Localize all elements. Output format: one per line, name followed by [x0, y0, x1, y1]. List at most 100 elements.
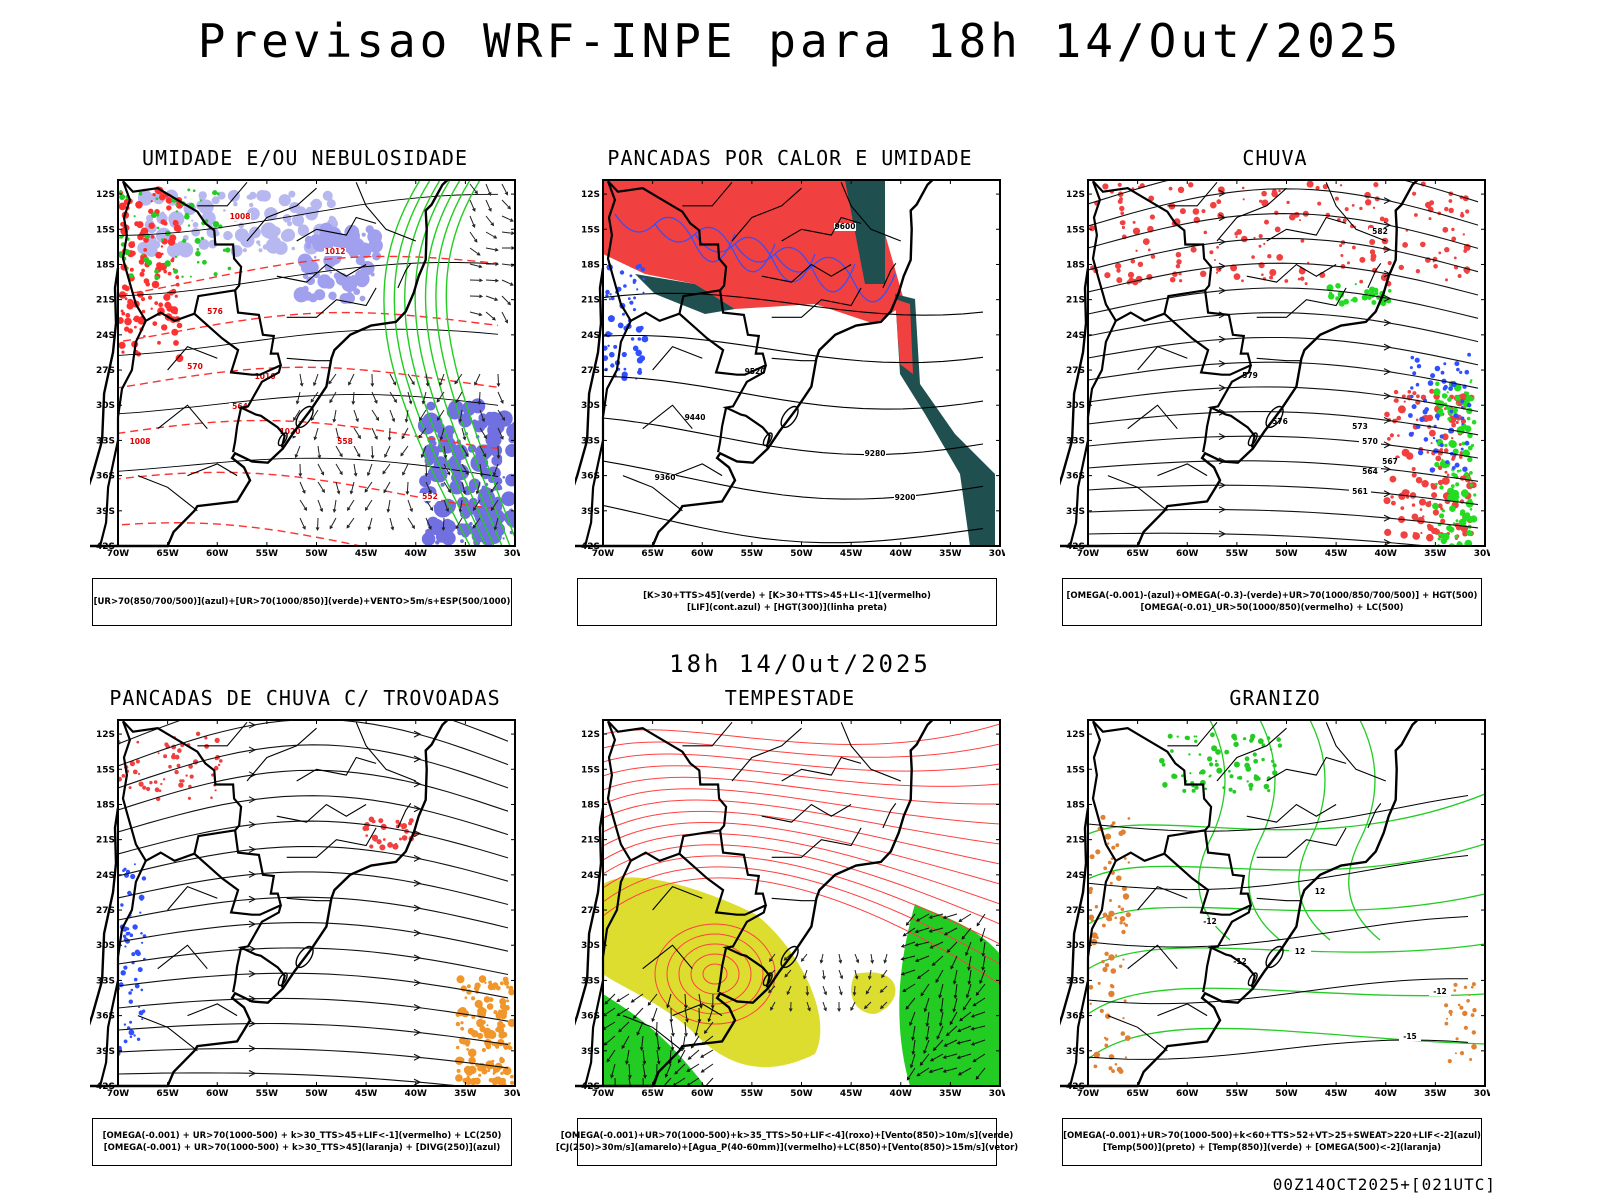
- lat-label: 30S: [96, 401, 115, 411]
- wind-arrow: [313, 373, 319, 387]
- shade-cell: [188, 764, 193, 769]
- wind-arrow: [938, 983, 944, 999]
- shade-cell: [1193, 735, 1196, 738]
- shade-cell: [1441, 433, 1449, 441]
- shade-cell: [1208, 775, 1211, 778]
- forecast-time-label: 18h 14/Out/2025: [669, 650, 931, 678]
- shade-cell: [1142, 238, 1150, 245]
- contour-label: 9200: [895, 493, 916, 502]
- shade-cell: [1459, 469, 1462, 472]
- shade-cell: [1432, 509, 1439, 516]
- wind-arrow: [443, 481, 451, 494]
- shade-cell: [1455, 420, 1459, 424]
- shade-cell: [639, 355, 646, 362]
- lat-label: 42S: [96, 1082, 115, 1092]
- map-granizo: -12 -15 -12 -12 12 12 12S 15S 18S 21S 24S 27S 30S 33S…: [1060, 714, 1490, 1096]
- shade-cell: [461, 529, 470, 538]
- shade-cell: [1109, 881, 1113, 885]
- shade-cell: [1359, 206, 1363, 211]
- shade-cell: [1426, 533, 1434, 542]
- wind-arrow: [768, 953, 776, 963]
- shade-cell: [370, 272, 375, 277]
- label-bg: [254, 373, 276, 381]
- wind-arrow: [647, 993, 658, 1006]
- wind-arrow: [632, 1007, 644, 1020]
- state-border: [1246, 263, 1337, 283]
- label-bg: [229, 213, 251, 221]
- shade-cell: [1335, 283, 1341, 289]
- shade-cell: [194, 237, 201, 244]
- shade-cell: [1259, 199, 1263, 203]
- shade-cell: [1253, 236, 1256, 239]
- instability-teal-area: [845, 180, 885, 284]
- lat-label: 39S: [1066, 1047, 1085, 1057]
- wind-arrow: [621, 1035, 630, 1050]
- shade-cell: [195, 250, 201, 257]
- wind-arrow: [925, 1025, 930, 1041]
- flow-arrow: [248, 746, 257, 754]
- contour-line: [118, 262, 499, 297]
- shade-cell: [217, 763, 221, 767]
- shade-cell: [200, 236, 205, 241]
- state-border: [397, 802, 412, 829]
- shade-cell: [1469, 1058, 1473, 1061]
- wind-arrow: [384, 445, 391, 458]
- shade-cell: [187, 796, 191, 800]
- lon-label: 30W: [504, 1089, 520, 1096]
- shade-cell: [1441, 509, 1445, 513]
- lat-label: 18S: [581, 800, 600, 810]
- wind-arrow: [687, 1049, 700, 1060]
- wind-arrow: [299, 499, 308, 511]
- contour-line: [702, 963, 728, 985]
- contour-line: [118, 328, 499, 356]
- shade-cell: [291, 214, 305, 227]
- shade-cell: [1444, 1003, 1449, 1008]
- state-border: [1256, 357, 1302, 362]
- state-border: [1367, 262, 1382, 289]
- wind-arrow: [961, 927, 972, 940]
- shade-cell: [1428, 500, 1432, 503]
- shade-cell: [1470, 532, 1473, 536]
- wind-arrow: [421, 391, 427, 405]
- shade-cell: [483, 1066, 487, 1070]
- shade-cell: [1412, 191, 1417, 196]
- shade-cell: [382, 838, 386, 841]
- shade-cell: [1097, 981, 1101, 985]
- shade-cell: [353, 288, 361, 295]
- contour-label: 561: [1352, 487, 1368, 496]
- lagoa-dos-patos: [295, 945, 314, 969]
- shade-cell: [1228, 787, 1233, 792]
- wind-arrow: [438, 373, 445, 387]
- lagoa-dos-patos: [1265, 945, 1284, 969]
- map-trovoadas: 12S 15S 18S 21S 24S 27S 30S 33S 36S 39S 42S 70W 65W 6…: [90, 714, 520, 1096]
- shade-cell: [129, 267, 134, 272]
- shade-cell: [168, 764, 172, 769]
- shade-cell: [1393, 389, 1399, 395]
- shade-cell: [1402, 242, 1408, 248]
- wind-arrow: [501, 215, 514, 222]
- shade-cell: [1122, 958, 1125, 961]
- flow-arrow: [1218, 360, 1227, 368]
- shade-cell: [128, 999, 133, 1004]
- contour-line: [603, 866, 1000, 965]
- shade-cell: [1124, 1035, 1131, 1041]
- shade-cell: [314, 289, 326, 301]
- shade-cell: [441, 531, 456, 546]
- legend-line: [OMEGA(-0.001) + UR>70(1000-500) + k>30_…: [102, 1131, 502, 1141]
- shade-cell: [1194, 785, 1199, 790]
- wind-arrow: [298, 463, 303, 478]
- label-bg: [1359, 468, 1381, 476]
- shade-cell: [189, 275, 192, 278]
- state-border: [197, 721, 248, 747]
- wind-arrow: [493, 517, 499, 531]
- state-border: [167, 345, 218, 371]
- shade-cell: [1182, 788, 1187, 793]
- shade-cell: [139, 911, 142, 914]
- state-border: [1157, 1003, 1208, 1017]
- lat-label: 18S: [1066, 260, 1085, 270]
- shade-cell: [365, 826, 370, 831]
- shade-cell: [141, 254, 144, 257]
- shade-cell: [1261, 199, 1269, 207]
